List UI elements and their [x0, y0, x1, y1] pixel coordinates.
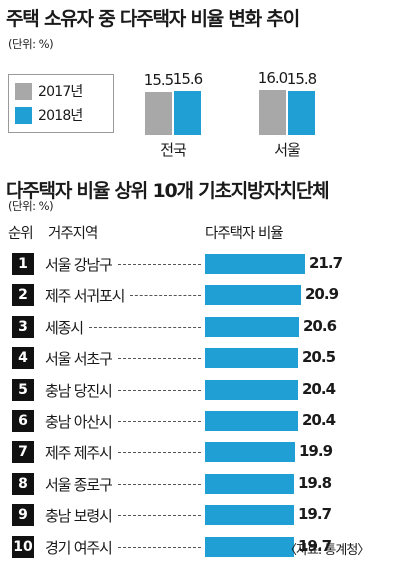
leader-line — [88, 327, 201, 328]
bar-전국-2017년 — [145, 92, 172, 135]
leader-line — [117, 358, 201, 359]
value-label-서울-2018년: 15.8 — [286, 70, 317, 88]
bar-전국-2018년 — [174, 91, 201, 135]
region-label: 제주 제주시 — [45, 444, 113, 462]
leader-line — [117, 390, 201, 391]
value-label-전국-2018년: 15.6 — [172, 70, 203, 88]
ratio-value-label: 19.7 — [298, 505, 332, 523]
bar-서울-2017년 — [259, 90, 286, 135]
ratio-bar — [205, 537, 294, 557]
leader-line — [130, 295, 201, 296]
region-label: 제주 서귀포시 — [45, 287, 125, 305]
ratio-value-label: 20.6 — [303, 317, 337, 335]
chart1-legend: 2017년 2018년 — [8, 74, 114, 133]
category-label-서울: 서울 — [274, 141, 301, 159]
leader-line — [117, 515, 201, 516]
value-label-서울-2017년: 16.0 — [257, 69, 288, 87]
ratio-value-label: 19.8 — [298, 474, 332, 492]
header-ratio: 다주택자 비율 — [205, 226, 284, 242]
chart1-unit: (단위: %) — [8, 37, 54, 51]
legend-swatch-2018 — [15, 106, 32, 124]
legend-label-2018: 2018년 — [38, 108, 83, 124]
rank-badge: 1 — [12, 253, 34, 275]
ratio-bar — [205, 254, 305, 274]
ratio-bar — [205, 442, 295, 462]
ratio-bar — [205, 380, 298, 400]
legend-item-2018: 2018년 — [15, 105, 83, 125]
rank-badge: 5 — [12, 379, 34, 401]
header-rank: 순위 — [8, 226, 34, 242]
legend-item-2017: 2017년 — [15, 81, 83, 101]
bar-서울-2018년 — [288, 91, 315, 135]
chart2-unit: (단위: %) — [8, 199, 54, 213]
ratio-value-label: 21.7 — [309, 254, 343, 272]
region-label: 서울 서초구 — [45, 350, 113, 368]
region-label: 충남 보령시 — [45, 507, 113, 525]
rank-badge: 10 — [12, 536, 34, 558]
value-label-전국-2017년: 15.5 — [143, 71, 174, 89]
leader-line — [117, 421, 201, 422]
ratio-bar — [205, 474, 294, 494]
chart1-title: 주택 소유자 중 다주택자 비율 변화 추이 — [6, 8, 300, 30]
ratio-bar — [205, 505, 294, 525]
ratio-value-label: 19.7 — [298, 537, 332, 555]
ratio-value-label: 19.9 — [299, 442, 333, 460]
ratio-bar — [205, 317, 299, 337]
category-label-전국: 전국 — [160, 141, 187, 159]
leader-line — [117, 484, 201, 485]
ratio-bar — [205, 285, 301, 305]
ratio-value-label: 20.4 — [302, 380, 336, 398]
header-region: 거주지역 — [48, 226, 98, 242]
source-note: 〈자료: 통계청〉 — [284, 543, 370, 558]
ratio-bar — [205, 348, 298, 368]
rank-badge: 6 — [12, 410, 34, 432]
rank-badge: 7 — [12, 441, 34, 463]
region-label: 경기 여주시 — [45, 539, 113, 557]
leader-line — [117, 264, 201, 265]
rank-badge: 2 — [12, 284, 34, 306]
rank-badge: 3 — [12, 316, 34, 338]
region-label: 충남 당진시 — [45, 382, 113, 400]
region-label: 서울 종로구 — [45, 476, 113, 494]
ratio-value-label: 20.4 — [302, 411, 336, 429]
leader-line — [117, 547, 201, 548]
region-label: 충남 아산시 — [45, 413, 113, 431]
leader-line — [117, 452, 201, 453]
legend-label-2017: 2017년 — [38, 84, 83, 100]
rank-badge: 4 — [12, 347, 34, 369]
chart2-title: 다주택자 비율 상위 10개 기초지방자치단체 — [6, 180, 330, 202]
region-label: 서울 강남구 — [45, 256, 113, 274]
rank-badge: 9 — [12, 504, 34, 526]
ratio-value-label: 20.5 — [302, 348, 336, 366]
ratio-bar — [205, 411, 298, 431]
ratio-value-label: 20.9 — [305, 285, 339, 303]
legend-swatch-2017 — [15, 82, 32, 100]
chart1-plot: 15.5 15.6 전국 16.0 15.8 서울 — [125, 40, 400, 175]
rank-badge: 8 — [12, 473, 34, 495]
region-label: 세종시 — [45, 319, 84, 337]
